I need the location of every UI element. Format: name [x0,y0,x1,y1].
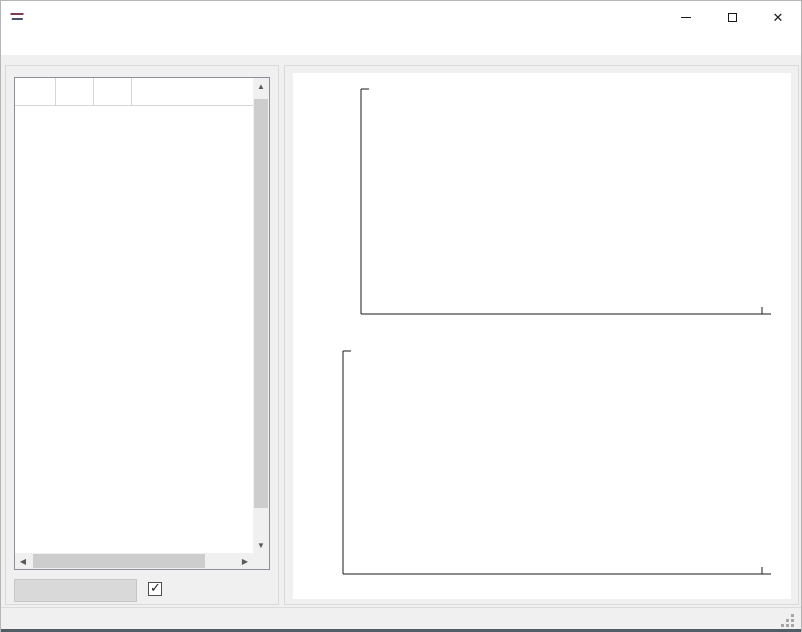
scroll-right-icon[interactable]: ▶ [237,553,253,569]
scroll-left-icon[interactable]: ◀ [15,553,31,569]
table-header-row [15,78,253,105]
checkmark-icon: ✓ [150,580,161,596]
app-icon [9,12,29,23]
resize-grip-icon[interactable] [780,613,794,627]
vertical-scrollbar-thumb[interactable] [254,99,268,508]
col-header-index[interactable] [15,78,55,105]
scrollbar-corner [253,553,269,569]
maximize-icon [728,13,737,22]
minimize-button[interactable] [663,1,709,33]
minimize-icon [681,17,691,18]
horizontal-scrollbar-thumb[interactable] [33,554,205,568]
vertical-scrollbar[interactable]: ▲ ▼ [253,78,269,553]
col-header-ref[interactable] [93,78,131,105]
close-button[interactable]: ✕ [755,1,801,33]
menu-file[interactable] [1,33,19,55]
data-table: ▲ ▼ ◀ ▶ [14,77,270,570]
menu-bar [1,33,801,55]
menu-plot[interactable] [23,33,41,55]
mag-plot [343,351,771,574]
data-selector-group: ▲ ▼ ◀ ▶ ✓ [5,65,279,605]
auto-update-checkbox[interactable]: ✓ [148,582,162,596]
status-bar-separator [1,607,801,608]
col-header-resp[interactable] [55,78,93,105]
horizontal-scrollbar[interactable]: ◀ ▶ [15,553,253,569]
scroll-down-icon[interactable]: ▼ [253,537,269,553]
title-bar[interactable]: ✕ [1,1,801,33]
maximize-button[interactable] [709,1,755,33]
plot-canvas[interactable] [293,73,791,599]
scroll-up-icon[interactable]: ▲ [253,78,269,94]
legend [409,127,453,141]
plots-svg [293,73,791,599]
close-icon: ✕ [773,11,784,24]
app-window: ✕ ▲ [0,0,802,632]
plot-windows-group [284,65,799,605]
update-button[interactable] [14,579,137,602]
col-header-type[interactable] [131,78,253,105]
angle-plot [361,89,771,314]
